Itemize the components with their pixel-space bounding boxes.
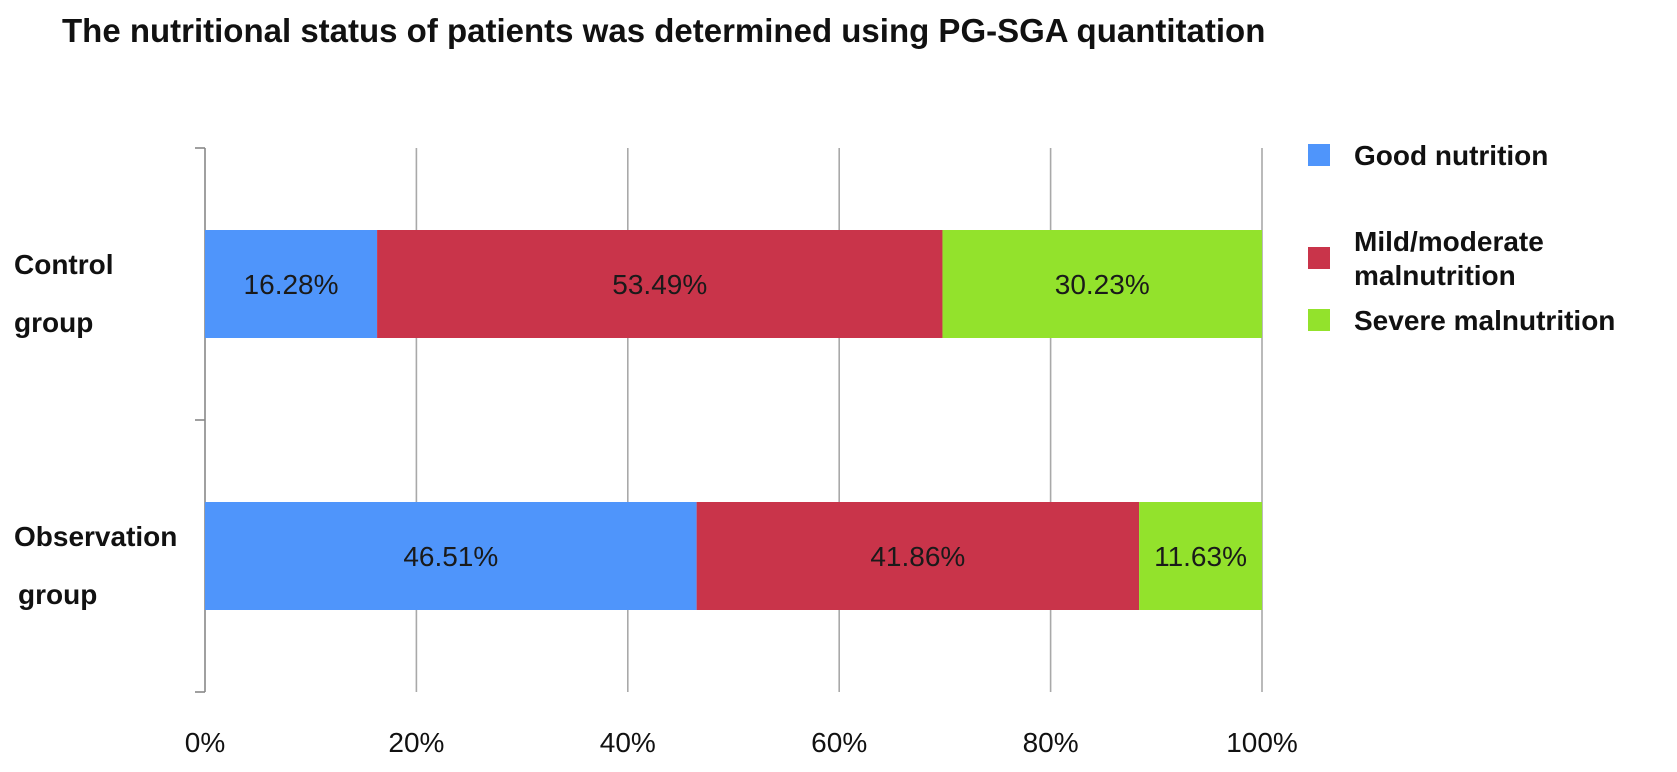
legend-swatch [1308,144,1330,166]
legend-label: Severe malnutrition [1354,305,1615,336]
gridlines [415,148,1263,692]
x-tick-label: 80% [1023,727,1079,758]
x-tick-label: 40% [600,727,656,758]
data-label: 41.86% [870,541,965,572]
bars: 16.28% 53.49% 30.23% 46.51% 41.86% 11.63% [205,230,1262,610]
x-tick-label: 0% [185,727,225,758]
bar-segment [377,230,943,338]
data-label: 11.63% [1154,541,1247,572]
category-labels: Control group Observation group [14,249,177,610]
legend-label: Good nutrition [1354,140,1548,171]
bar-segment [1139,502,1262,610]
bar-segment [205,502,697,610]
data-label: 16.28% [244,269,339,300]
x-axis-ticks: 0% 20% 40% 60% 80% 100% [185,727,1298,758]
data-label: 46.51% [403,541,498,572]
x-tick-label: 20% [388,727,444,758]
legend-label: malnutrition [1354,260,1516,291]
category-label: Control [14,249,114,280]
category-label: Observation [14,521,177,552]
data-label: 53.49% [612,269,707,300]
category-label: group [18,579,97,610]
bar-segment [696,502,1140,610]
x-tick-label: 100% [1226,727,1298,758]
legend-label: Mild/moderate [1354,226,1544,257]
x-tick-label: 60% [811,727,867,758]
data-label: 30.23% [1055,269,1150,300]
y-axis [195,147,206,693]
chart-title: The nutritional status of patients was d… [62,12,1265,49]
bar-segment [205,230,378,338]
legend-swatch [1308,247,1330,269]
category-label: group [14,307,93,338]
legend-swatch [1308,309,1330,331]
bar-segment [942,230,1262,338]
